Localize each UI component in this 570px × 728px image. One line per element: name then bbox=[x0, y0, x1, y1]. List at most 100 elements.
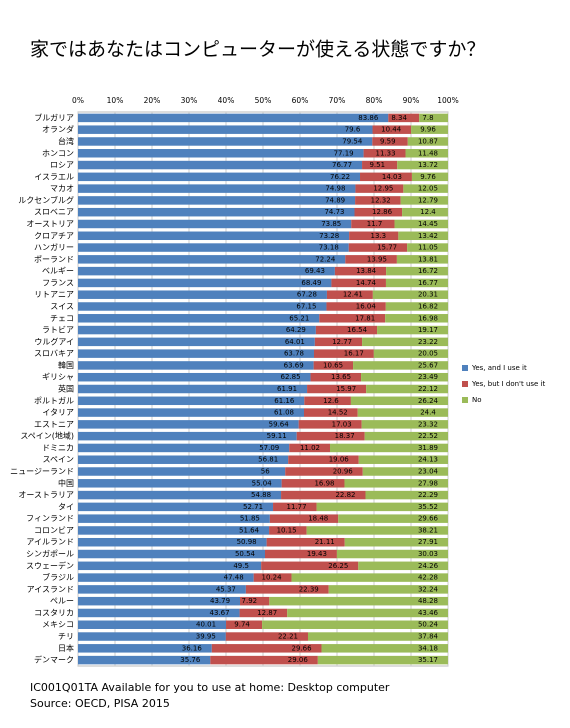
value-label: 19.17 bbox=[418, 326, 438, 334]
value-label: 16.04 bbox=[356, 302, 377, 310]
bar-segment bbox=[298, 420, 362, 429]
bar-segment bbox=[364, 431, 448, 441]
bar-segment bbox=[314, 337, 363, 347]
bar-segment bbox=[328, 585, 448, 594]
bar-segment bbox=[78, 125, 373, 134]
y-tick-label: 台湾 bbox=[58, 136, 74, 146]
value-label: 13.72 bbox=[418, 161, 438, 169]
value-label: 23.49 bbox=[418, 373, 438, 381]
value-label: 51.64 bbox=[239, 526, 260, 534]
bar-segment bbox=[358, 561, 449, 571]
legend-swatch bbox=[462, 397, 468, 403]
y-tick-label: ブルガリア bbox=[34, 112, 74, 122]
value-label: 9.74 bbox=[234, 621, 250, 629]
bar-segment bbox=[78, 467, 286, 476]
x-tick-label: 30% bbox=[181, 96, 198, 105]
value-label: 76.77 bbox=[332, 161, 352, 169]
y-tick-label: ペルー bbox=[50, 597, 74, 606]
value-label: 24.4 bbox=[420, 409, 436, 417]
y-tick-label: オーストラリア bbox=[18, 491, 74, 500]
value-label: 40.01 bbox=[196, 621, 216, 629]
value-label: 73.18 bbox=[319, 244, 339, 252]
value-label: 73.28 bbox=[319, 232, 339, 240]
y-tick-label: ドミニカ bbox=[42, 443, 74, 452]
bar-segment bbox=[281, 490, 366, 500]
bar-segment bbox=[372, 290, 448, 299]
bar-segment bbox=[385, 314, 448, 323]
bar-segment bbox=[78, 207, 355, 217]
bar-segment bbox=[344, 479, 448, 488]
value-label: 56.81 bbox=[258, 456, 278, 464]
bar-segment bbox=[78, 644, 212, 653]
y-tick-label: イタリア bbox=[42, 408, 74, 417]
legend-swatch bbox=[462, 381, 468, 387]
y-tick-label: スロベニア bbox=[34, 208, 74, 217]
bar-segment bbox=[78, 455, 289, 464]
bar-segment bbox=[253, 573, 292, 582]
bar-segment bbox=[78, 196, 356, 205]
value-label: 42.28 bbox=[418, 574, 438, 582]
bar-segment bbox=[345, 255, 397, 264]
bar-segment bbox=[372, 125, 412, 134]
caption: IC001Q01TA Available for you to use at h… bbox=[30, 681, 390, 694]
value-label: 50.54 bbox=[235, 550, 256, 558]
y-tick-label: 日本 bbox=[58, 643, 74, 653]
bar-segment bbox=[291, 573, 448, 582]
bar-segment bbox=[78, 608, 240, 618]
value-label: 22.12 bbox=[418, 385, 438, 393]
value-label: 51.85 bbox=[240, 515, 260, 523]
bar-segment bbox=[355, 184, 404, 193]
bar-segment bbox=[285, 467, 363, 476]
bar-segment bbox=[240, 596, 270, 606]
bar-segment bbox=[331, 278, 386, 288]
value-label: 63.78 bbox=[284, 350, 304, 358]
value-label: 67.28 bbox=[297, 291, 317, 299]
value-label: 37.84 bbox=[418, 633, 439, 641]
y-tick-label: ルクセンブルグ bbox=[18, 195, 74, 205]
x-tick-label: 50% bbox=[255, 96, 272, 105]
value-label: 10.87 bbox=[418, 137, 438, 145]
y-tick-label: アイスランド bbox=[27, 585, 74, 594]
chart-title: 家ではあなたはコンピューターが使える状態ですか？ bbox=[30, 39, 485, 61]
value-label: 77.19 bbox=[334, 149, 354, 157]
bar-segment bbox=[78, 184, 356, 193]
value-label: 74.89 bbox=[325, 196, 345, 204]
value-label: 12.77 bbox=[332, 338, 352, 346]
bar-segment bbox=[78, 479, 282, 488]
bar-segment bbox=[78, 502, 274, 512]
y-tick-label: オーストリア bbox=[26, 219, 74, 228]
value-label: 22.52 bbox=[418, 432, 438, 440]
value-label: 20.96 bbox=[333, 468, 354, 476]
bar-segment bbox=[78, 349, 314, 358]
value-label: 9.59 bbox=[380, 137, 396, 145]
bar-segment bbox=[358, 455, 448, 464]
bar-segment bbox=[78, 537, 267, 547]
value-label: 13.81 bbox=[418, 255, 438, 263]
value-label: 67.15 bbox=[296, 302, 316, 310]
value-label: 83.86 bbox=[358, 114, 379, 122]
value-label: 29.66 bbox=[418, 515, 439, 523]
value-label: 23.04 bbox=[418, 468, 439, 476]
bar-segment bbox=[405, 149, 448, 158]
bar-segment bbox=[407, 137, 448, 146]
value-label: 35.52 bbox=[418, 503, 438, 511]
bar-segment bbox=[403, 184, 448, 193]
bar-segment bbox=[78, 290, 327, 299]
bar-segment bbox=[78, 585, 246, 594]
y-tick-label: シンガポール bbox=[26, 549, 74, 559]
y-tick-label: スペイン(地域) bbox=[20, 431, 74, 441]
bar-segment bbox=[266, 537, 345, 547]
y-tick-label: コスタリカ bbox=[34, 608, 74, 617]
value-label: 7.8 bbox=[422, 114, 433, 122]
value-label: 20.31 bbox=[418, 291, 438, 299]
bar-segment bbox=[78, 149, 364, 158]
value-label: 55.04 bbox=[252, 479, 273, 487]
bar-segment bbox=[78, 337, 315, 347]
value-label: 72.24 bbox=[315, 255, 336, 263]
bar-segment bbox=[313, 349, 374, 358]
bar-segment bbox=[316, 502, 448, 512]
value-label: 21.11 bbox=[315, 538, 335, 546]
bar-segment bbox=[419, 113, 448, 123]
bar-segment bbox=[385, 302, 449, 311]
value-label: 34.18 bbox=[418, 644, 438, 652]
